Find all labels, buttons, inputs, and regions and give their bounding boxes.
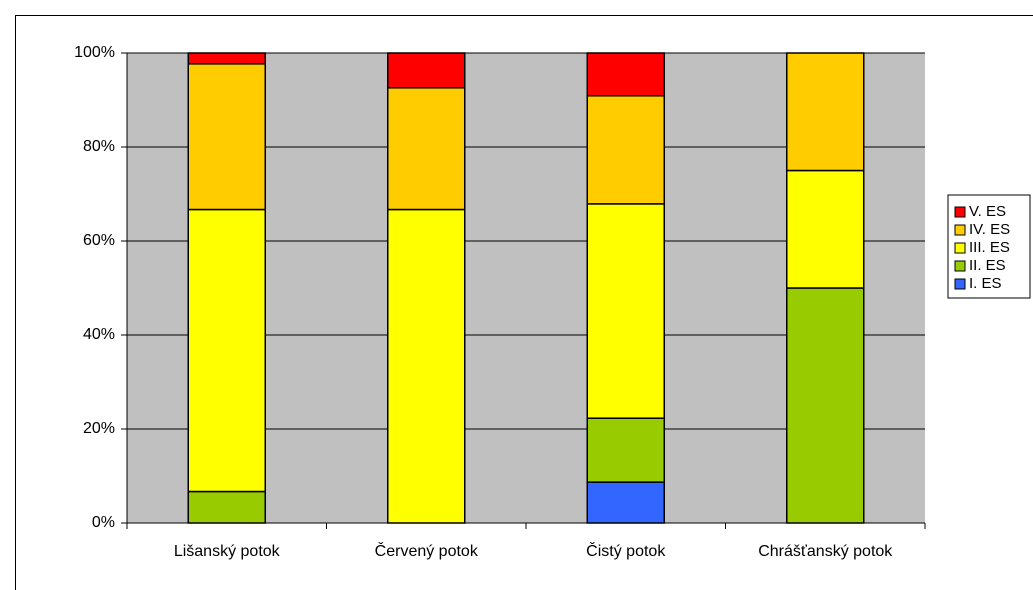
x-tick-label: Čistý potok — [586, 541, 666, 560]
bar-segment — [586, 52, 665, 97]
y-tick-label: 80% — [83, 138, 115, 155]
bar-segment — [187, 208, 266, 493]
bar-segment — [187, 52, 266, 65]
legend-label: V. ES — [969, 203, 1006, 220]
x-tick-label: Lišanský potok — [174, 543, 281, 560]
bar-segment — [786, 169, 865, 289]
bar-segment — [586, 203, 665, 419]
legend-swatch — [954, 206, 966, 218]
x-tick-label: Chrášťanský potok — [758, 543, 893, 560]
bar-segment — [387, 208, 466, 524]
bar-segment — [586, 417, 665, 483]
legend-label: IV. ES — [969, 221, 1010, 238]
y-tick-label: 20% — [83, 420, 115, 437]
y-tick-label: 40% — [83, 326, 115, 343]
bar-segment — [187, 490, 266, 524]
x-tick-label: Červený potok — [375, 541, 479, 560]
legend-label: III. ES — [969, 239, 1010, 256]
bar-segment — [387, 87, 466, 211]
bar-segment — [786, 52, 865, 172]
y-tick-label: 0% — [92, 514, 115, 531]
legend-label: I. ES — [969, 275, 1002, 292]
legend-swatch — [954, 242, 966, 254]
bar-segment — [586, 95, 665, 205]
legend-swatch — [954, 260, 966, 272]
bar-segment — [786, 287, 865, 524]
bar-segment — [187, 63, 266, 211]
bar-segment — [387, 52, 466, 89]
legend-swatch — [954, 278, 966, 290]
y-tick-label: 100% — [74, 44, 115, 61]
legend-swatch — [954, 224, 966, 236]
bar-segment — [586, 481, 665, 524]
legend-label: II. ES — [969, 257, 1006, 274]
y-tick-label: 60% — [83, 232, 115, 249]
